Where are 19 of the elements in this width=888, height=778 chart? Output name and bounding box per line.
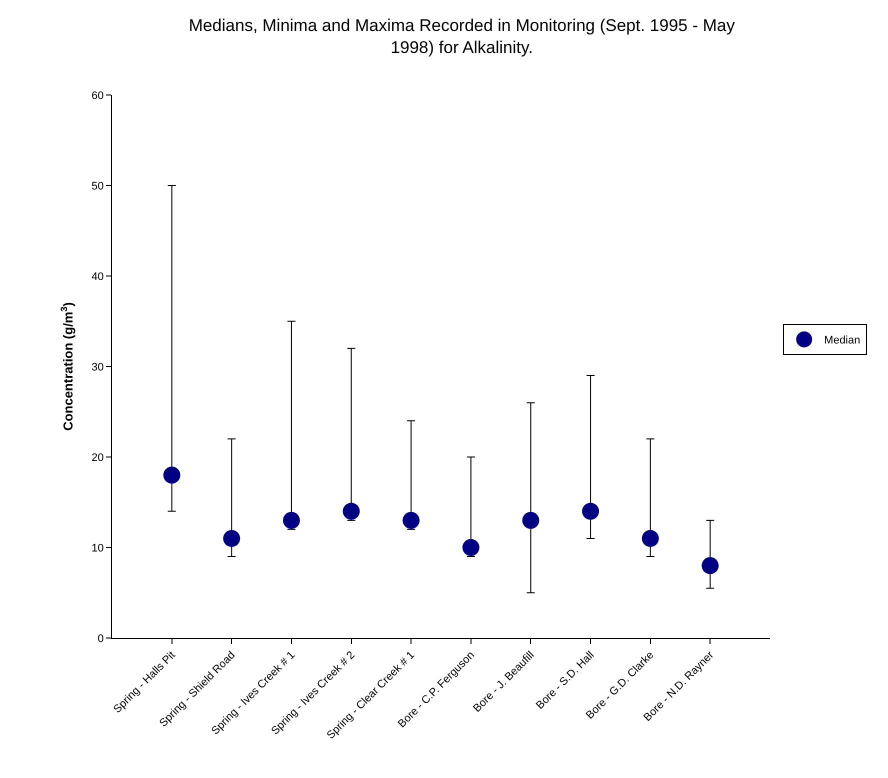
chart-title: Medians, Minima and Maxima Recorded in Monitoring (Sept. 1995 - May 1998) for Alkalinity. (188, 16, 736, 58)
point (223, 530, 240, 547)
y-tick-label: 50 (92, 180, 104, 192)
y-tick-label: 20 (92, 452, 104, 464)
legend-label: Median (824, 334, 860, 347)
point (522, 512, 540, 529)
point (342, 502, 360, 520)
point (163, 466, 180, 484)
y-tick-label: 10 (92, 542, 104, 554)
y-tick-label: 60 (92, 90, 104, 102)
y-tick-label: 0 (98, 632, 104, 645)
point (582, 502, 600, 520)
point (402, 512, 420, 529)
point (282, 512, 300, 529)
point (462, 539, 480, 556)
y-tick-label: 30 (92, 361, 104, 374)
point (642, 530, 659, 547)
point (702, 557, 719, 574)
y-tick-label: 40 (92, 270, 104, 283)
